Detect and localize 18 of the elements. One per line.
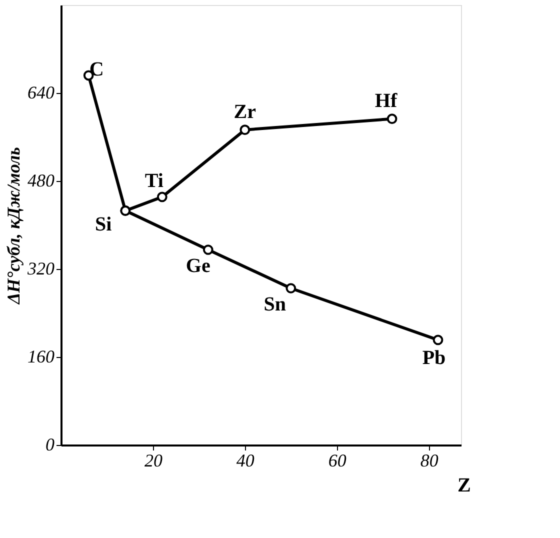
y-tick-label: 320: [26, 258, 54, 278]
annotation: Pb: [422, 346, 446, 369]
y-axis-title: ΔH°субл, кДж/моль: [4, 146, 24, 306]
y-tick-label: 0: [46, 434, 54, 454]
annotation: Sn: [264, 293, 286, 316]
y-tick-label: 640: [28, 82, 54, 102]
annotation: Zr: [234, 100, 256, 123]
annotation: Ti: [144, 170, 164, 192]
y-tick-label: 480: [28, 170, 54, 190]
x-tick-label: 80: [420, 450, 438, 470]
annotation: Hf: [374, 90, 398, 112]
x-tick-label: 40: [236, 450, 254, 470]
x-tick-label: 60: [328, 450, 346, 470]
y-tick-label: 160: [28, 346, 54, 366]
x-axis-title: Z: [458, 474, 471, 496]
annotation: Ge: [186, 254, 210, 277]
x-tick-label: 20: [144, 450, 162, 470]
annotation: Si: [95, 214, 112, 236]
